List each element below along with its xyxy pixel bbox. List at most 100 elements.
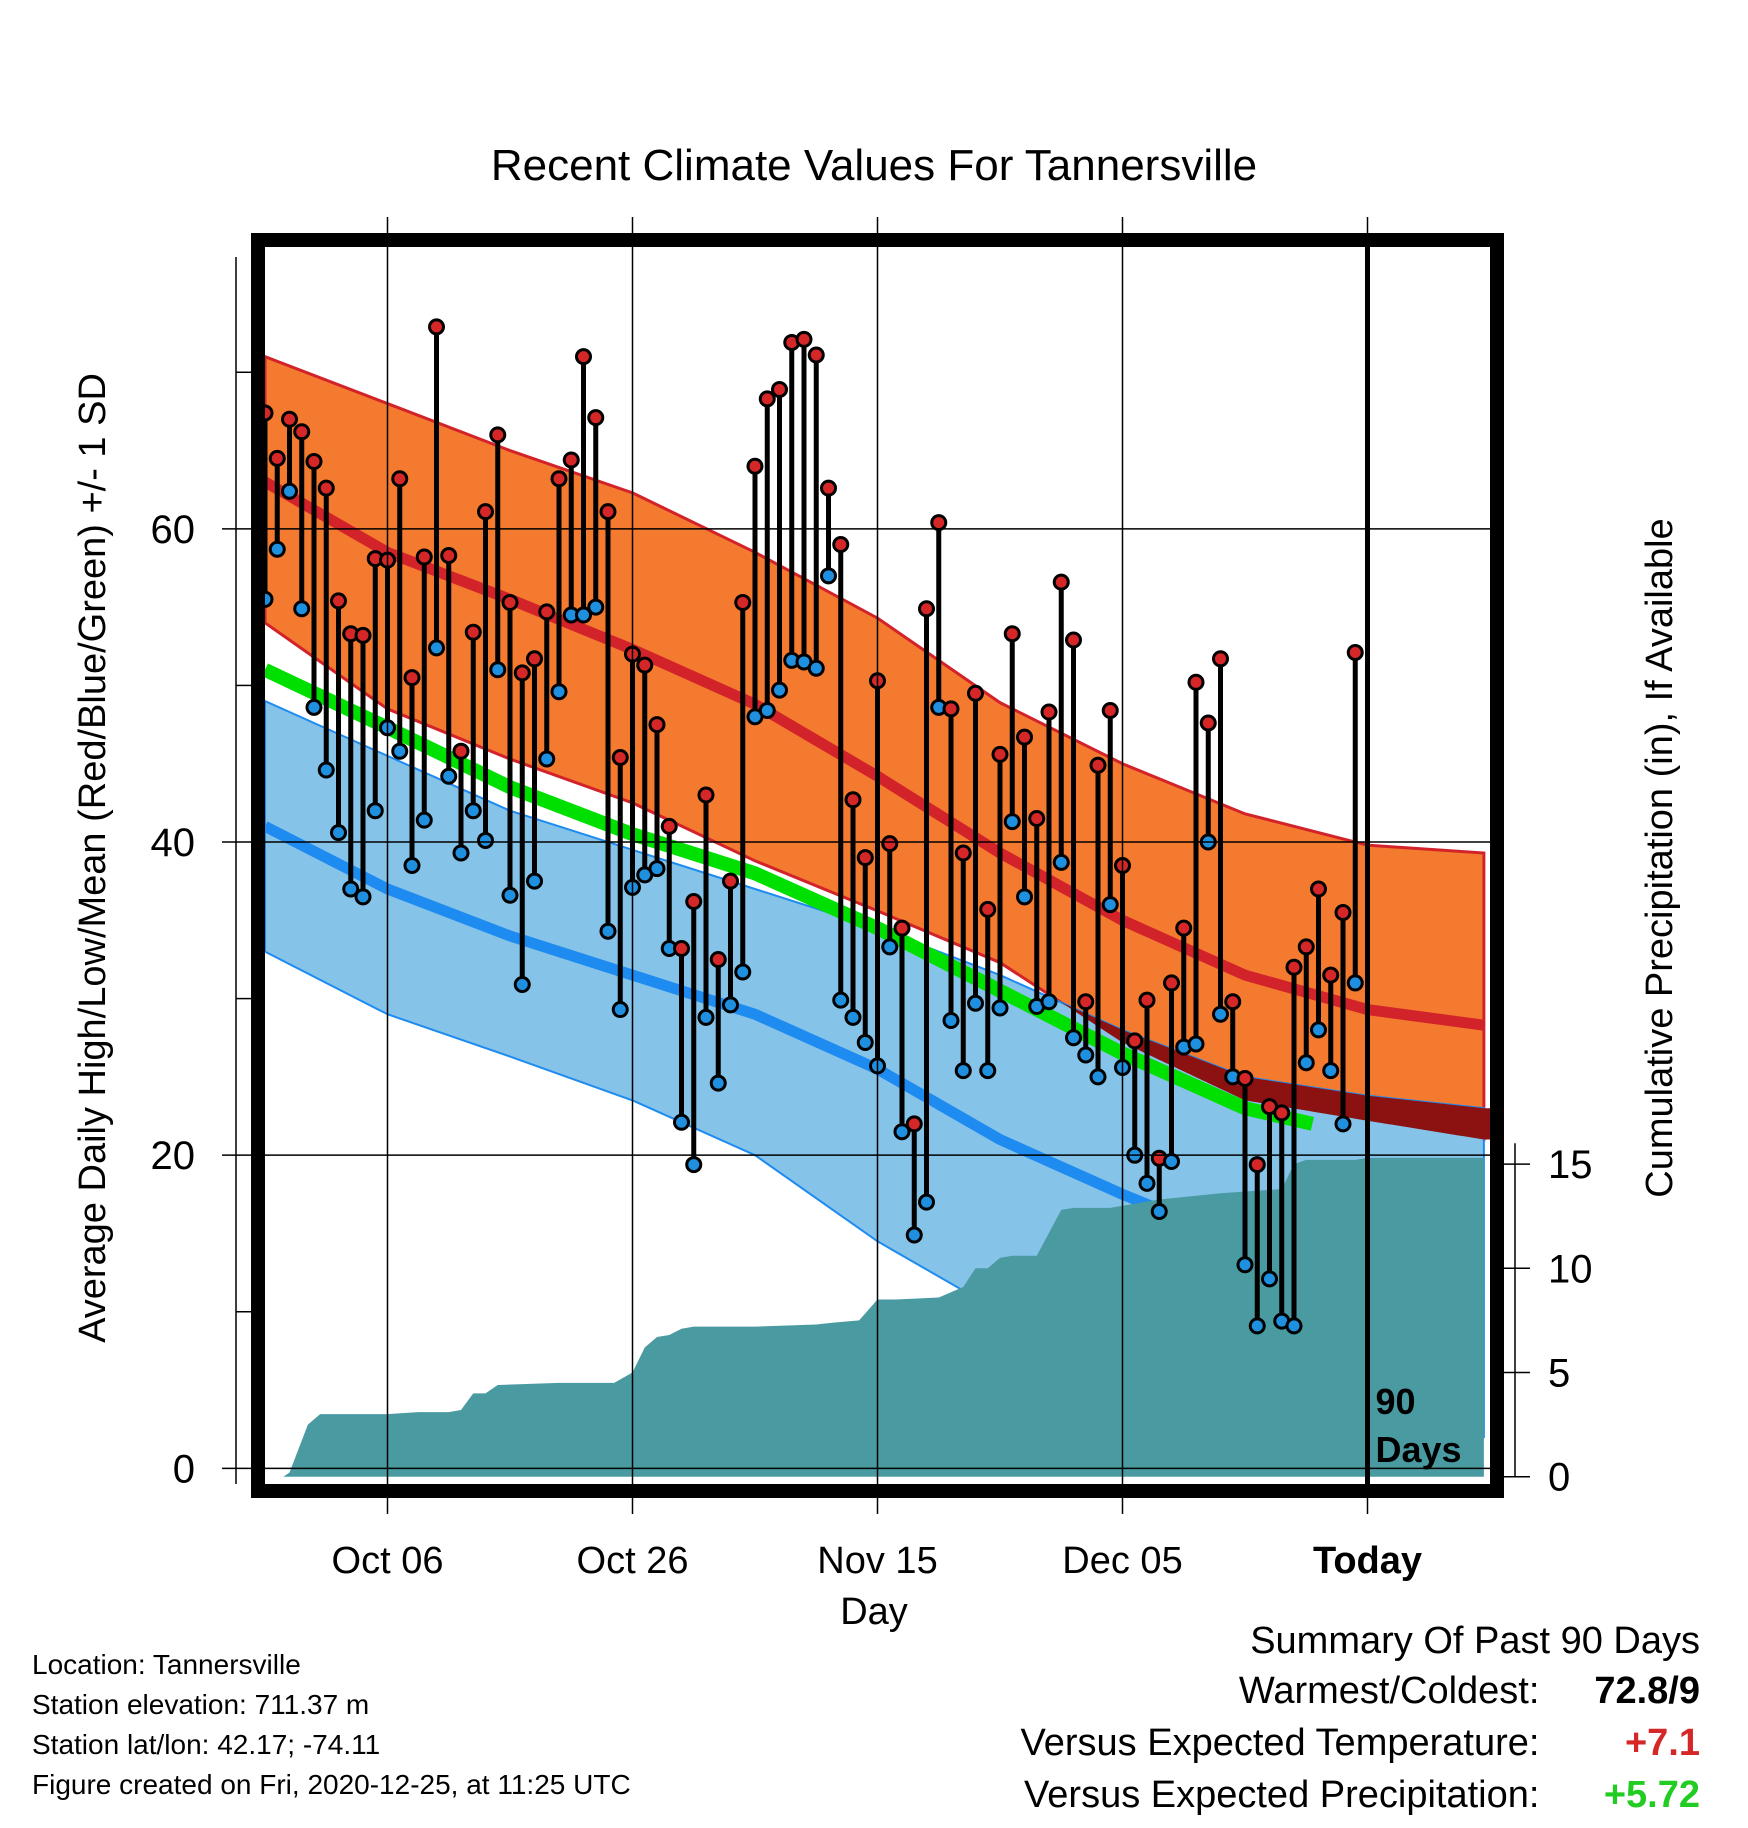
warm-cold-label: Warmest/Coldest: — [1238, 1670, 1540, 1712]
warm-cold-value: 72.8/9 — [1594, 1670, 1700, 1712]
daily-low-point — [832, 991, 850, 1009]
daily-low-point — [905, 1226, 923, 1244]
created-text: Figure created on Fri, 2020-12-25, at 11… — [32, 1769, 631, 1800]
daily-low-point — [1101, 896, 1119, 914]
daily-high-point — [1273, 1104, 1291, 1122]
daily-high-point — [893, 919, 911, 937]
daily-high-point — [265, 404, 274, 422]
summary-precip: Versus Expected Precipitation: +5.72 — [1024, 1774, 1700, 1817]
daily-high-point — [660, 817, 678, 835]
daily-high-point — [967, 684, 984, 702]
daily-low-point — [758, 701, 776, 719]
daily-high-point — [1310, 880, 1327, 898]
daily-low-point — [1065, 1029, 1082, 1047]
location-text: Location: Tannersville — [32, 1649, 301, 1680]
daily-low-point — [1052, 853, 1070, 871]
summary-warm-cold: Warmest/Coldest: 72.8/9 — [1239, 1670, 1700, 1713]
daily-low-point — [1322, 1062, 1340, 1080]
temp-anomaly-value: +7.1 — [1624, 1722, 1700, 1764]
daily-low-point — [489, 661, 507, 679]
y2-axis-label: Cumulative Precipitation (in), If Availa… — [1639, 518, 1681, 1197]
daily-low-point — [685, 1156, 703, 1174]
daily-high-point — [673, 939, 690, 957]
daily-high-point — [991, 745, 1009, 763]
daily-high-point — [501, 593, 519, 611]
daily-high-point — [771, 380, 788, 398]
daily-high-point — [746, 457, 764, 475]
daily-low-point — [1163, 1152, 1180, 1170]
x-tick-label: Nov 15 — [817, 1540, 937, 1582]
plot-content — [265, 318, 1490, 1477]
daily-low-point — [477, 831, 494, 849]
daily-high-point — [1065, 631, 1082, 649]
daily-low-point — [1310, 1021, 1327, 1039]
daily-low-point — [342, 880, 360, 898]
daily-high-point — [1016, 728, 1033, 746]
x-tick-label: Dec 05 — [1062, 1540, 1182, 1582]
daily-high-point — [1297, 938, 1315, 956]
daily-high-point — [1052, 573, 1070, 591]
daily-low-point — [452, 844, 470, 862]
daily-high-point — [1187, 673, 1205, 691]
daily-high-point — [930, 514, 948, 532]
daily-high-point — [293, 423, 311, 441]
daily-high-point — [428, 318, 445, 336]
daily-high-point — [807, 346, 825, 364]
daily-low-point — [697, 1008, 715, 1026]
daily-high-point — [477, 503, 494, 521]
daily-high-point — [281, 410, 298, 428]
y2-tick-label: 0 — [1548, 1456, 1570, 1500]
daily-low-point — [991, 999, 1009, 1017]
x-axis-label: Day — [840, 1591, 908, 1633]
daily-low-point — [268, 540, 286, 558]
daily-low-point — [1261, 1270, 1278, 1288]
daily-high-point — [648, 716, 666, 734]
daily-low-point — [415, 811, 433, 829]
latlon-text: Station lat/lon: 42.17; -74.11 — [32, 1729, 381, 1760]
daily-high-point — [330, 592, 347, 610]
daily-high-point — [354, 626, 372, 644]
daily-low-point — [440, 767, 458, 785]
daily-high-point — [881, 835, 899, 853]
precip-area — [265, 1157, 1484, 1477]
daily-high-point — [1248, 1156, 1266, 1174]
daily-low-point — [513, 976, 531, 994]
daily-high-point — [758, 390, 776, 408]
y2-tick-label: 15 — [1548, 1143, 1593, 1187]
daily-low-point — [403, 857, 421, 874]
daily-high-point — [856, 849, 874, 867]
daily-high-point — [954, 844, 972, 862]
daily-high-point — [317, 479, 335, 497]
daily-low-point — [820, 567, 837, 585]
daily-low-point — [587, 598, 605, 616]
daily-low-point — [1040, 993, 1058, 1011]
daily-low-point — [1089, 1068, 1107, 1086]
daily-high-point — [795, 330, 813, 348]
daily-low-point — [967, 994, 984, 1012]
normal-overlap-band — [1061, 1002, 1490, 1140]
daily-high-point — [1163, 974, 1180, 992]
daily-high-point — [538, 603, 556, 621]
daily-low-point — [1248, 1317, 1266, 1335]
daily-low-point — [709, 1074, 727, 1092]
daily-high-point — [526, 650, 543, 668]
daily-high-point — [403, 669, 421, 687]
y-tick-label: 40 — [151, 821, 196, 865]
daily-high-point — [1126, 1032, 1144, 1050]
daily-high-point — [562, 451, 580, 469]
daily-high-point — [942, 700, 960, 718]
daily-low-point — [550, 683, 568, 701]
daily-low-point — [366, 802, 384, 820]
daily-high-point — [1040, 703, 1058, 721]
daily-high-point — [1236, 1069, 1254, 1087]
daily-high-point — [1224, 993, 1242, 1011]
daily-low-point — [722, 996, 739, 1014]
daily-high-point — [734, 593, 752, 611]
x-tick-label: Oct 06 — [332, 1540, 444, 1582]
x-tick-label: Oct 26 — [577, 1540, 689, 1582]
daily-low-point — [354, 888, 372, 906]
daily-high-point — [685, 893, 703, 911]
daily-high-point — [1199, 714, 1217, 732]
daily-low-point — [1003, 813, 1021, 831]
